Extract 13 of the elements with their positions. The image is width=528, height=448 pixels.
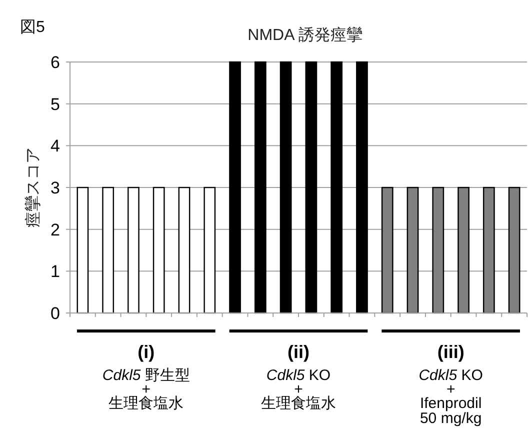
y-tick-label: 5 <box>50 94 60 114</box>
y-tick-label: 4 <box>50 136 60 156</box>
y-tick-label: 6 <box>50 53 60 72</box>
y-tick-label: 3 <box>50 178 60 198</box>
text: (i) Cdkl5 野生型 + 生理食塩水 <box>102 342 190 412</box>
caption: 図5 <box>20 19 45 36</box>
text: (ii) Cdkl5 KO + 生理食塩水 <box>261 342 336 412</box>
chart-title: NMDA 誘発痙攣 <box>248 26 362 44</box>
y-axis-title: 痙攣スコア <box>24 148 42 228</box>
y-tick-label: 1 <box>50 262 60 282</box>
y-tick-label: 0 <box>50 304 60 323</box>
text: (iii) Cdkl5 KO + Ifenprodil 50 mg/kg <box>418 342 483 427</box>
y-tick-label: 2 <box>50 220 60 240</box>
